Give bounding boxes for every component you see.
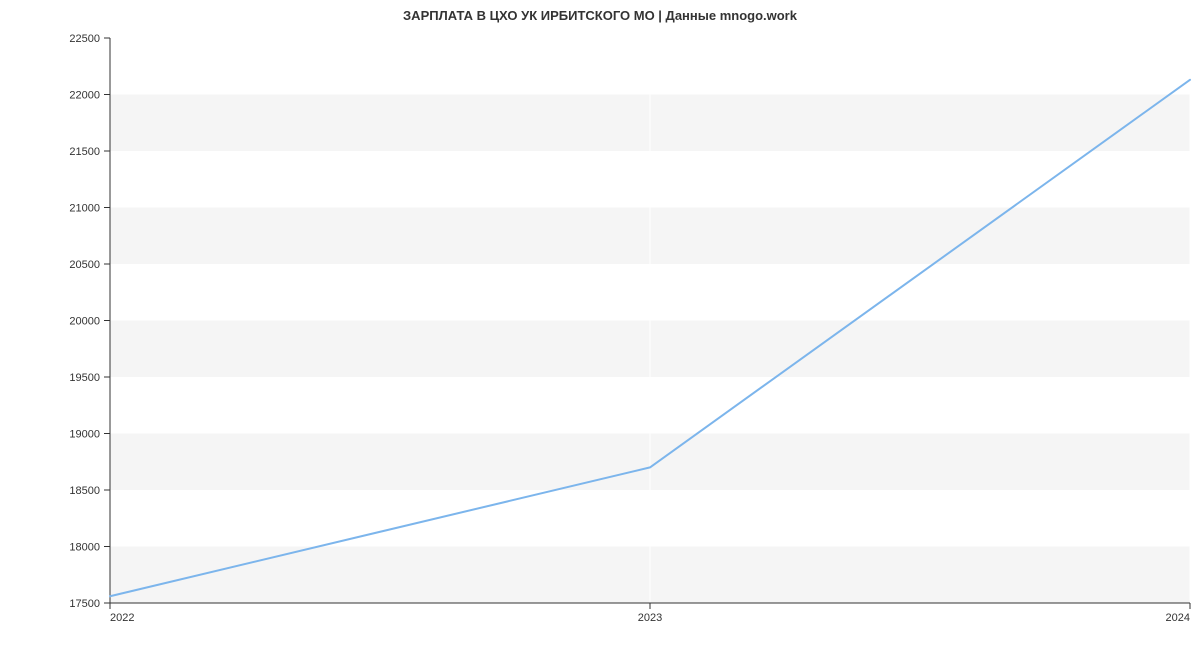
y-tick-label: 17500 [69, 598, 100, 610]
x-tick-label: 2024 [1166, 612, 1190, 624]
y-tick-label: 19000 [69, 429, 100, 441]
y-tick-label: 18500 [69, 485, 100, 497]
chart-container: ЗАРПЛАТА В ЦХО УК ИРБИТСКОГО МО | Данные… [0, 0, 1200, 650]
x-tick-label: 2023 [638, 612, 662, 624]
x-tick-label: 2022 [110, 612, 134, 624]
y-tick-label: 21500 [69, 146, 100, 158]
chart-title: ЗАРПЛАТА В ЦХО УК ИРБИТСКОГО МО | Данные… [0, 8, 1200, 23]
chart-svg: 17500 18000 18500 19000 19500 20000 20500 21000… [0, 0, 1200, 650]
y-tick-label: 20500 [69, 259, 100, 271]
y-tick-label: 21000 [69, 203, 100, 215]
y-tick-label: 18000 [69, 542, 100, 554]
y-tick-label: 20000 [69, 316, 100, 328]
y-tick-label: 22000 [69, 90, 100, 102]
y-tick-label: 19500 [69, 372, 100, 384]
y-tick-label: 22500 [69, 33, 100, 45]
